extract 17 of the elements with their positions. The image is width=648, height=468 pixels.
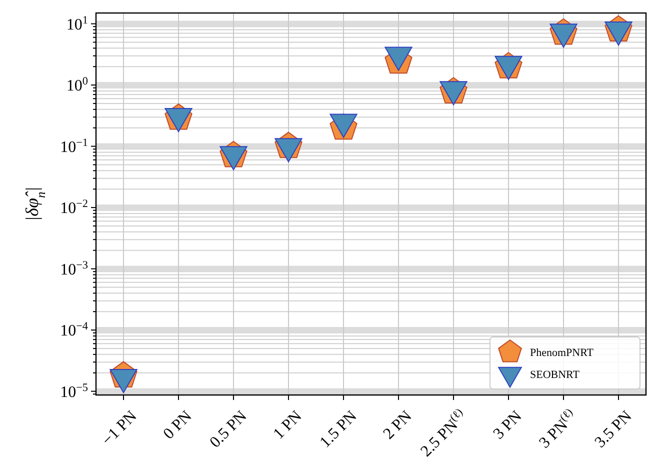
x-tick-label: 3 PN — [490, 407, 526, 443]
x-tick-label: 0 PN — [160, 407, 196, 443]
legend-label: SEOBNRT — [530, 368, 580, 381]
x-tick-label: 1.5 PN — [316, 407, 361, 452]
x-tick-label: 0.5 PN — [206, 407, 251, 452]
x-tick-label: 2 PN — [380, 407, 416, 443]
y-tick-label: 10$^{−5}$ — [60, 382, 88, 401]
y-tick-label: 10$^{−2}$ — [60, 198, 88, 218]
legend-label: PhenomPNRT — [530, 346, 594, 359]
y-tick-label: 10$^{−4}$ — [60, 320, 88, 340]
x-tick-label: 1 PN — [270, 407, 306, 443]
y-tick-label: 10$^{0}$ — [66, 76, 88, 95]
x-tick-label: 3.5 PN — [592, 407, 636, 452]
x-tick-label: −1 PN — [98, 407, 141, 450]
y-tick-label: 10$^{1}$ — [66, 14, 88, 34]
y-tick-label: 10$^{−1}$ — [60, 136, 88, 156]
y-tick-label: 10$^{−3}$ — [60, 259, 88, 278]
